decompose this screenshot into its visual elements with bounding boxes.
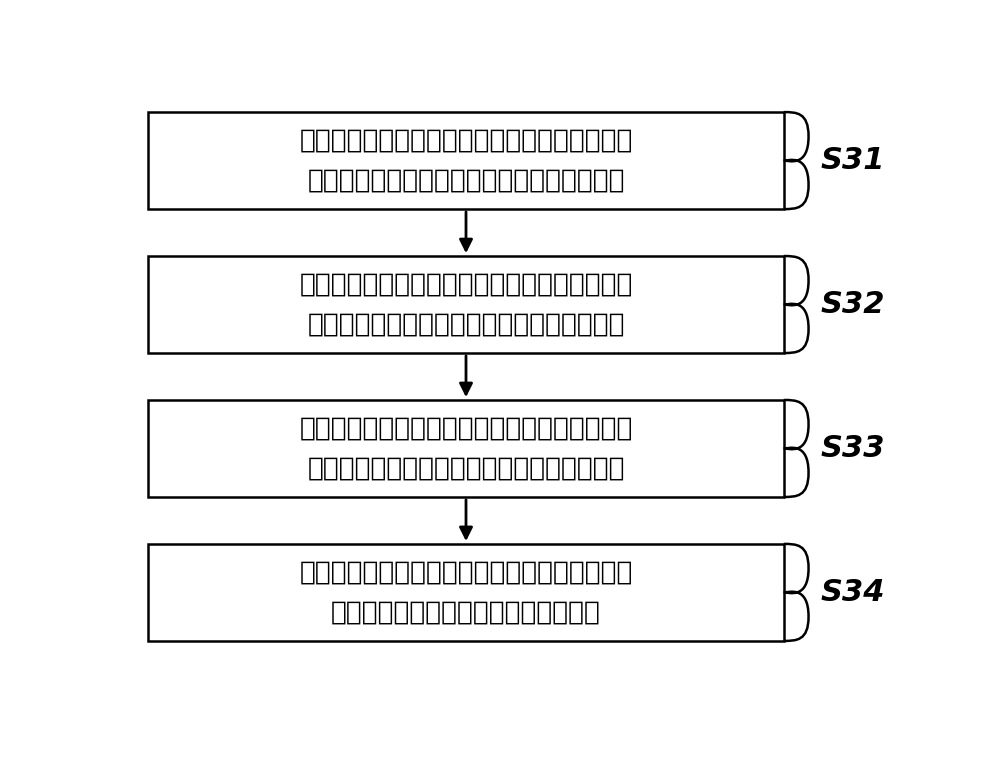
FancyBboxPatch shape xyxy=(148,400,784,497)
Text: 根据所述高密度路口确定城市的中心区域范围，
并根据所述城市中心区域范围确定一级中心点: 根据所述高密度路口确定城市的中心区域范围， 并根据所述城市中心区域范围确定一级中… xyxy=(299,272,633,337)
Text: S33: S33 xyxy=(820,434,885,463)
Text: 根据所述车流量数据选取车流量大于预设阈值的
车流量数据所对应的城市路口作为高密度路口: 根据所述车流量数据选取车流量大于预设阈值的 车流量数据所对应的城市路口作为高密度… xyxy=(299,127,633,194)
FancyBboxPatch shape xyxy=(148,112,784,209)
Text: 根据所述多级中心点以及所述中心区域范围对所
述城市的区域进行切割，得到多级区域: 根据所述多级中心点以及所述中心区域范围对所 述城市的区域进行切割，得到多级区域 xyxy=(299,559,633,626)
FancyBboxPatch shape xyxy=(148,256,784,353)
Text: 利用预设的中心地理论，根据所述一级中心点及
所述中心区域范围生成所述城市的多级中心点: 利用预设的中心地理论，根据所述一级中心点及 所述中心区域范围生成所述城市的多级中… xyxy=(299,416,633,481)
Text: S31: S31 xyxy=(820,146,885,175)
Text: S32: S32 xyxy=(820,290,885,319)
Text: S34: S34 xyxy=(820,578,885,607)
FancyBboxPatch shape xyxy=(148,544,784,641)
